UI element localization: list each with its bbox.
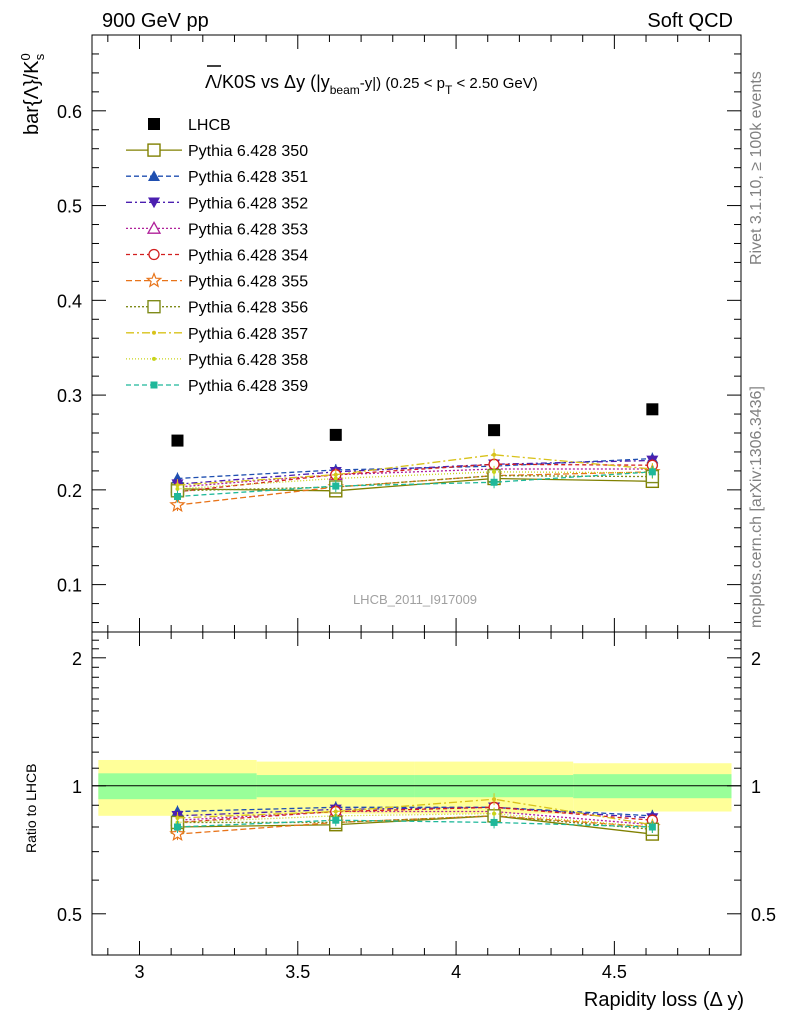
series-356-line: [177, 474, 653, 492]
series-358-line: [177, 471, 653, 490]
series-358-point: [333, 476, 338, 481]
series-358-ratio-line: [177, 813, 653, 828]
ratio-y-tick-label-right: 1: [751, 777, 761, 797]
legend: LHCB Pythia 6.428 350 Pythia 6.428 351 Pyth…: [126, 117, 308, 395]
legend-marker-series-358: [152, 356, 156, 361]
ratio-y-tick-label-right: 0.5: [751, 905, 776, 925]
legend-label-series-357: Pythia 6.428 357: [188, 326, 308, 343]
legend-label-series-355: Pythia 6.428 355: [188, 274, 308, 291]
title-mid: -y|) (0.25 < p: [360, 75, 445, 92]
series-351-ratio-line: [177, 806, 653, 817]
series-354-line: [177, 463, 653, 493]
series-352-line: [177, 459, 653, 485]
lhcb-data-point: [171, 434, 184, 447]
x-tick-label: 4: [451, 962, 461, 982]
series-352-ratio-line: [177, 806, 653, 819]
series-358-point: [175, 486, 180, 491]
main-axes: 0.1 0.2 0.3 0.4 0.5 0.6: [57, 34, 741, 632]
legend-label-series-352: Pythia 6.428 352: [188, 195, 308, 212]
rivet-label: Rivet 3.1.10, ≥ 100k events: [748, 71, 765, 265]
y-label-sup: 0: [18, 53, 33, 60]
legend-marker-lhcb: [148, 118, 160, 130]
x-axis-label: Rapidity loss (Δ y): [584, 989, 744, 1011]
legend-marker-series-356: [147, 300, 161, 314]
series-359-ratio-line: [177, 819, 653, 828]
ratio-y-tick-label: 2: [72, 649, 82, 669]
ratio-bands: [92, 759, 741, 816]
series-353-line: [177, 468, 653, 488]
y-tick-label: 0.1: [57, 576, 82, 596]
series-355-point: [169, 496, 186, 513]
ratio-frame: [91, 631, 742, 956]
y-label-sub: s: [32, 53, 47, 60]
series-359-point: [490, 478, 498, 486]
lhcb-data-point: [488, 424, 501, 437]
legend-label-lhcb: LHCB: [188, 117, 231, 134]
ratio-y-label: Ratio to LHCB: [23, 764, 39, 853]
title-sub1: beam: [330, 83, 360, 97]
header-right: Soft QCD: [647, 10, 733, 32]
legend-marker-series-357: [152, 330, 156, 335]
title-text: Λ/K0S vs Δy (|ybeam-y|) (0.25 < pT < 2.5…: [205, 72, 538, 97]
analysis-watermark: LHCB_2011_I917009: [353, 592, 477, 607]
series-357-point: [492, 452, 497, 457]
series-359-point: [173, 492, 181, 500]
series-358-point: [492, 469, 497, 474]
legend-label-series-354: Pythia 6.428 354: [188, 248, 308, 265]
legend-marker-series-352: [148, 197, 160, 209]
legend-label-series-356: Pythia 6.428 356: [188, 300, 308, 317]
y-tick-label: 0.3: [57, 386, 82, 406]
x-tick-label: 3.5: [285, 962, 310, 982]
legend-label-series-350: Pythia 6.428 350: [188, 143, 308, 160]
series-353-ratio-line: [177, 810, 653, 826]
legend-label-series-358: Pythia 6.428 358: [188, 352, 308, 369]
y-tick-label: 0.6: [57, 102, 82, 122]
series-356-ratio-line: [177, 815, 653, 830]
legend-label-series-353: Pythia 6.428 353: [188, 221, 308, 238]
legend-marker-series-355: [145, 271, 163, 288]
series-359-ratio-point: [648, 823, 656, 831]
series-359-point: [648, 468, 656, 476]
y-tick-label: 0.4: [57, 291, 82, 311]
y-tick-label: 0.2: [57, 481, 82, 501]
series-359-ratio-point: [490, 818, 498, 826]
legend-marker-series-354: [148, 248, 160, 261]
series-354-ratio-line: [177, 806, 653, 824]
series-359-ratio-point: [332, 816, 340, 824]
mcplots-label: mcplots.cern.ch [arXiv:1306.3436]: [748, 386, 765, 628]
series-355-ratio-point: [169, 825, 186, 842]
legend-marker-series-353: [146, 221, 162, 234]
title-sub2: T: [445, 83, 453, 97]
ratio-axes: 3 3.5 4 4.5 0.5 1 2 0.5 1 2: [57, 632, 776, 982]
title-main: Λ/K0S vs Δy (|y: [205, 72, 330, 92]
ratio-y-tick-label: 1: [72, 777, 82, 797]
series-350-line: [177, 477, 653, 492]
series-359-line: [177, 471, 653, 498]
y-tick-label: 0.5: [57, 197, 82, 217]
series-358-ratio-point: [492, 811, 497, 816]
x-tick-label: 4.5: [602, 962, 627, 982]
series-359-point: [332, 482, 340, 490]
ratio-series: [169, 793, 661, 842]
y-axis-label: bar{Λ}/K0s: [18, 53, 47, 135]
main-series: [169, 403, 661, 513]
legend-label-series-359: Pythia 6.428 359: [188, 378, 308, 395]
ratio-y-tick-label: 0.5: [57, 905, 82, 925]
series-357-ratio-point: [492, 797, 497, 802]
x-tick-label: 3: [134, 962, 144, 982]
series-359-ratio-point: [173, 823, 181, 831]
title-end: < 2.50 GeV): [452, 75, 537, 92]
y-label-base: bar{Λ}/K: [21, 60, 43, 135]
ratio-y-tick-label-right: 2: [751, 649, 761, 669]
legend-marker-series-359: [150, 381, 158, 389]
chart-title: Λ/K0S vs Δy (|ybeam-y|) (0.25 < pT < 2.5…: [205, 65, 538, 97]
lhcb-data-point: [329, 428, 342, 441]
lhcb-data-point: [646, 403, 659, 416]
legend-marker-series-350: [147, 143, 161, 157]
header-left: 900 GeV pp: [102, 10, 209, 32]
legend-label-series-351: Pythia 6.428 351: [188, 169, 308, 186]
legend-marker-series-351: [148, 170, 160, 181]
